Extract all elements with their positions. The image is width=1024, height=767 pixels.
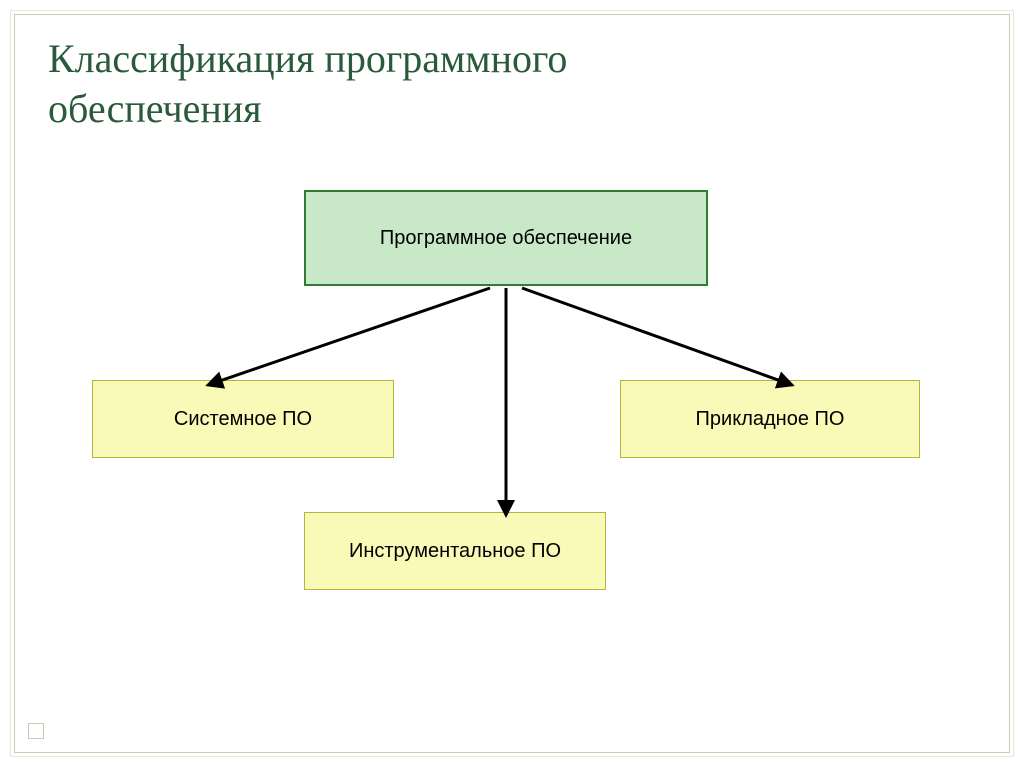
node-bottom-label: Инструментальное ПО bbox=[349, 540, 561, 563]
node-right-label: Прикладное ПО bbox=[696, 408, 845, 431]
slide: Классификация программногообеспечения Пр… bbox=[0, 0, 1024, 767]
corner-decoration bbox=[28, 723, 44, 739]
node-root: Программное обеспечение bbox=[304, 190, 708, 286]
node-left-label: Системное ПО bbox=[174, 408, 312, 431]
node-left: Системное ПО bbox=[92, 380, 394, 458]
node-bottom: Инструментальное ПО bbox=[304, 512, 606, 590]
slide-title: Классификация программногообеспечения bbox=[48, 34, 567, 134]
node-root-label: Программное обеспечение bbox=[380, 227, 632, 250]
node-right: Прикладное ПО bbox=[620, 380, 920, 458]
